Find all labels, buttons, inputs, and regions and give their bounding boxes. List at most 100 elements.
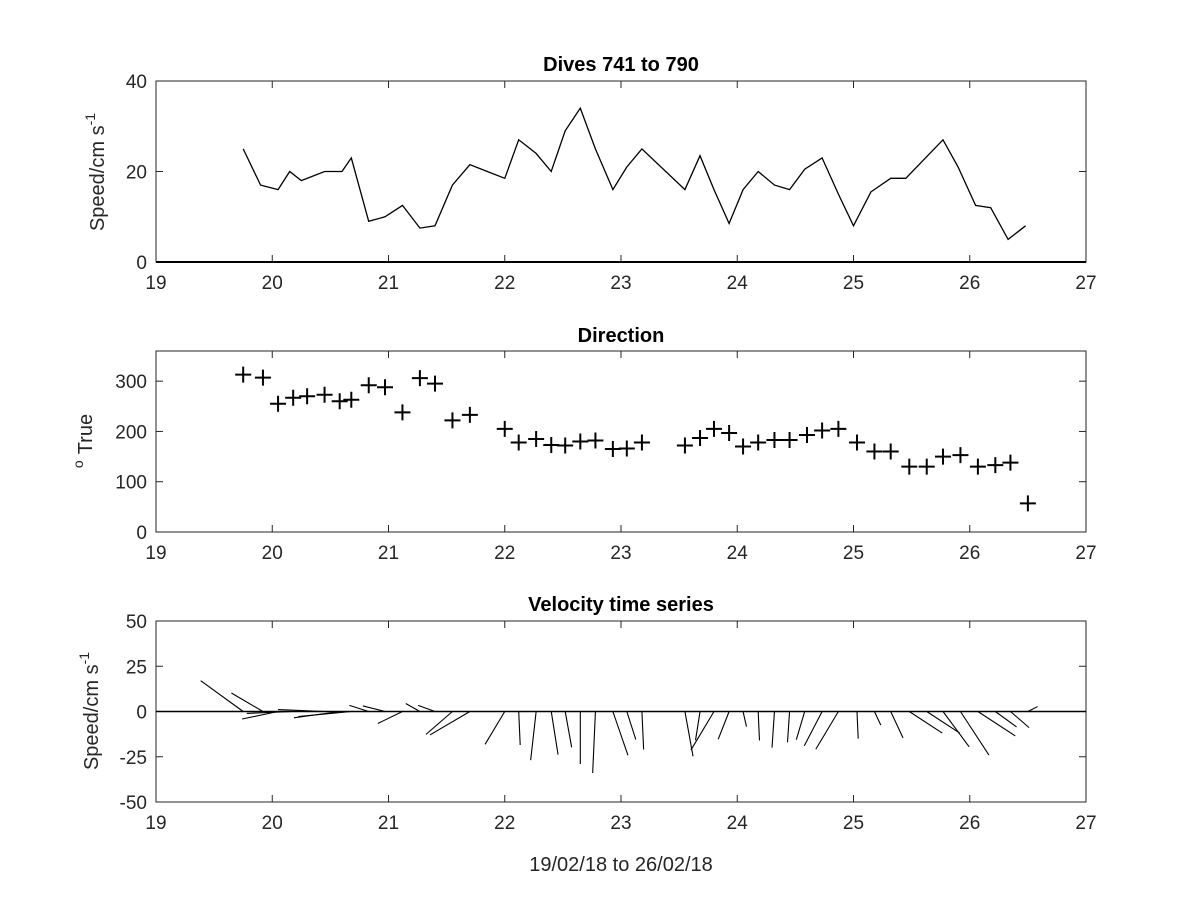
direction-point bbox=[735, 438, 752, 455]
direction-point bbox=[360, 377, 377, 394]
direction-point bbox=[987, 457, 1004, 474]
velocity-stick bbox=[856, 711, 859, 739]
velocity-title: Velocity time series bbox=[528, 594, 714, 616]
direction-point bbox=[377, 379, 394, 396]
direction-point bbox=[543, 437, 560, 454]
direction-point bbox=[572, 433, 589, 450]
speed-x-tick-label: 27 bbox=[1075, 273, 1096, 294]
direction-y-tick-label: 200 bbox=[115, 422, 147, 443]
direction-x-tick-label: 26 bbox=[959, 543, 980, 564]
direction-x-tick-label: 19 bbox=[145, 543, 166, 564]
speed-x-tick-label: 25 bbox=[843, 273, 864, 294]
direction-point bbox=[270, 395, 287, 412]
direction-point bbox=[528, 430, 545, 447]
direction-x-tick-label: 27 bbox=[1075, 543, 1096, 564]
direction-point bbox=[814, 422, 831, 439]
velocity-plot-area bbox=[156, 680, 1086, 774]
direction-point bbox=[766, 431, 783, 448]
velocity-stick bbox=[942, 711, 970, 748]
velocity-stick bbox=[200, 680, 244, 712]
velocity-stick bbox=[795, 711, 806, 740]
velocity-stick bbox=[405, 703, 421, 712]
direction-point bbox=[285, 389, 302, 406]
velocity-stick bbox=[694, 711, 701, 741]
velocity-x-tick-label: 25 bbox=[843, 813, 864, 834]
direction-point bbox=[587, 432, 604, 449]
speed-series-line bbox=[242, 106, 1026, 241]
velocity-stick bbox=[641, 711, 645, 750]
velocity-stick bbox=[815, 711, 839, 750]
velocity-stick bbox=[530, 711, 537, 761]
velocity-stick bbox=[231, 692, 264, 712]
velocity-stick bbox=[592, 711, 596, 774]
direction-point bbox=[918, 458, 935, 475]
direction-point bbox=[394, 404, 411, 421]
direction-point bbox=[633, 434, 650, 451]
direction-ylabel-text: True bbox=[75, 414, 97, 454]
velocity-stick bbox=[425, 711, 453, 735]
velocity-x-ticks: 19 20 21 22 23 24 25 26 27 bbox=[145, 621, 1097, 834]
velocity-stick bbox=[803, 711, 823, 747]
direction-point bbox=[721, 424, 738, 441]
direction-point bbox=[316, 386, 333, 403]
velocity-stick bbox=[626, 711, 637, 740]
direction-point bbox=[427, 375, 443, 392]
speed-x-tick-label: 24 bbox=[727, 273, 749, 294]
velocity-stick bbox=[1010, 711, 1030, 729]
speed-ylabel: Speed/cm s-1 bbox=[82, 113, 109, 231]
direction-x-tick-label: 20 bbox=[262, 543, 283, 564]
direction-point bbox=[254, 369, 271, 386]
direction-x-ticks: 19 20 21 22 23 24 25 26 27 bbox=[145, 351, 1097, 564]
speed-plot-area bbox=[156, 106, 1086, 263]
direction-y-tick-label: 300 bbox=[115, 372, 147, 393]
velocity-x-tick-label: 26 bbox=[959, 813, 980, 834]
velocity-stick bbox=[612, 711, 629, 756]
speed-x-ticks: 19 20 21 22 23 24 25 26 27 bbox=[145, 81, 1097, 294]
velocity-y-tick-label: -50 bbox=[120, 793, 147, 814]
direction-point bbox=[692, 429, 709, 446]
direction-x-tick-label: 23 bbox=[610, 543, 631, 564]
direction-point bbox=[848, 434, 865, 451]
direction-point bbox=[882, 443, 899, 460]
direction-point bbox=[952, 447, 969, 464]
velocity-stick bbox=[959, 711, 990, 756]
velocity-stick bbox=[298, 710, 352, 718]
velocity-ylabel-superscript: -1 bbox=[76, 652, 92, 665]
velocity-stick bbox=[349, 704, 369, 713]
panel-direction: Direction 19 20 21 22 23 24 25 26 27 0100200300 … bbox=[70, 325, 1097, 564]
direction-point bbox=[618, 440, 635, 457]
velocity-y-ticks: -50 -25 0 25 50 bbox=[120, 612, 1086, 814]
velocity-xlabel: 19/02/18 to 26/02/18 bbox=[529, 854, 713, 876]
direction-y-tick-label: 0 bbox=[136, 523, 147, 544]
direction-point bbox=[866, 443, 883, 460]
direction-point bbox=[461, 406, 478, 423]
velocity-ylabel-text: Speed/cm s bbox=[81, 664, 103, 770]
velocity-stick bbox=[278, 709, 325, 713]
direction-point bbox=[331, 393, 348, 410]
direction-x-tick-label: 22 bbox=[494, 543, 515, 564]
direction-point bbox=[444, 412, 461, 429]
direction-point bbox=[750, 434, 767, 451]
speed-x-tick-label: 19 bbox=[145, 273, 166, 294]
direction-point bbox=[781, 431, 798, 448]
velocity-x-tick-label: 20 bbox=[262, 813, 283, 834]
velocity-y-tick-label: 0 bbox=[136, 703, 147, 724]
velocity-x-tick-label: 23 bbox=[610, 813, 631, 834]
velocity-stick bbox=[873, 711, 882, 726]
direction-point bbox=[411, 370, 428, 387]
direction-point bbox=[676, 437, 693, 454]
velocity-x-tick-label: 21 bbox=[378, 813, 399, 834]
velocity-x-tick-label: 27 bbox=[1075, 813, 1096, 834]
direction-plot-area bbox=[235, 366, 1036, 512]
velocity-stick bbox=[771, 711, 775, 748]
direction-x-tick-label: 24 bbox=[727, 543, 749, 564]
speed-x-tick-label: 22 bbox=[494, 273, 515, 294]
direction-point bbox=[343, 391, 360, 408]
velocity-stick bbox=[690, 711, 715, 751]
velocity-stick bbox=[429, 711, 471, 736]
velocity-stick bbox=[362, 705, 386, 713]
velocity-stick bbox=[786, 711, 791, 743]
direction-point bbox=[969, 458, 986, 475]
velocity-ylabel: Speed/cm s-1 bbox=[76, 652, 103, 770]
